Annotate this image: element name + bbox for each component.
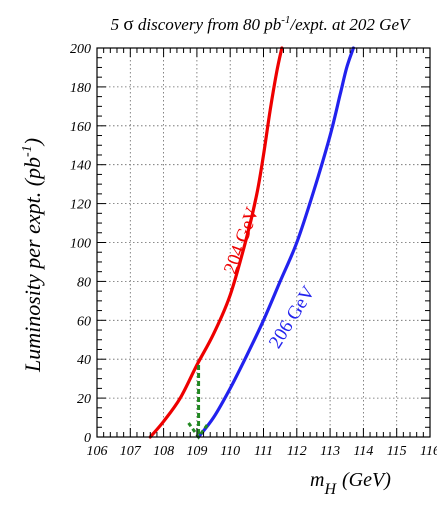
x-tick-label: 112	[287, 444, 307, 459]
x-ticks: 106 107 108 109 110 111 112 113 114 115 116	[87, 48, 437, 459]
x-tick-label: 113	[320, 444, 340, 459]
chart-title: 5 σ discovery from 80 pb-1/expt. at 202 …	[111, 14, 412, 35]
x-tick-label: 107	[120, 444, 142, 459]
y-tick-label: 20	[77, 392, 91, 407]
y-tick-label: 160	[70, 120, 91, 135]
y-tick-label: 120	[70, 198, 91, 213]
y-axis-label: Luminosity per expt. (pb-1)	[20, 138, 45, 373]
xlabel-main: m	[310, 469, 324, 491]
grid	[97, 48, 430, 437]
y-tick-label: 60	[77, 314, 91, 329]
y-tick-label: 80	[77, 275, 91, 290]
y-tick-label: 200	[70, 42, 91, 57]
title-sup: -1	[281, 14, 290, 26]
title-main: discovery from 80 pb	[134, 15, 282, 34]
x-tick-label: 110	[220, 444, 240, 459]
x-tick-label: 114	[353, 444, 373, 459]
series-line-204	[148, 46, 284, 439]
x-tick-label: 106	[87, 444, 108, 459]
ylabel-sup: -1	[20, 145, 35, 157]
series-label-204: 204 GeV	[220, 204, 263, 276]
ylabel-close: )	[20, 138, 45, 147]
title-sigma: σ	[123, 14, 133, 35]
y-tick-label: 40	[77, 353, 91, 368]
xlabel-sub: H	[323, 481, 337, 498]
series-line-206	[196, 46, 356, 439]
x-tick-label: 109	[186, 444, 207, 459]
y-tick-label: 0	[84, 431, 91, 446]
x-tick-label: 116	[420, 444, 437, 459]
y-tick-label: 100	[70, 237, 91, 252]
title-suffix: /expt. at 202 GeV	[289, 15, 412, 34]
y-tick-label: 140	[70, 159, 91, 174]
y-ticks: 0 20 40 60 80 100 120 140 160 180 200	[70, 42, 430, 446]
ylabel-main: Luminosity per expt. (pb	[20, 157, 45, 373]
x-tick-label: 108	[153, 444, 174, 459]
plot-frame	[96, 47, 431, 438]
x-axis-label: mH (GeV)	[310, 469, 391, 498]
title-prefix: 5	[111, 15, 120, 34]
x-tick-label: 111	[254, 444, 273, 459]
x-tick-label: 115	[387, 444, 407, 459]
y-tick-label: 180	[70, 81, 91, 96]
xlabel-unit: (GeV)	[342, 469, 391, 491]
series-label-206: 206 GeV	[265, 282, 320, 352]
